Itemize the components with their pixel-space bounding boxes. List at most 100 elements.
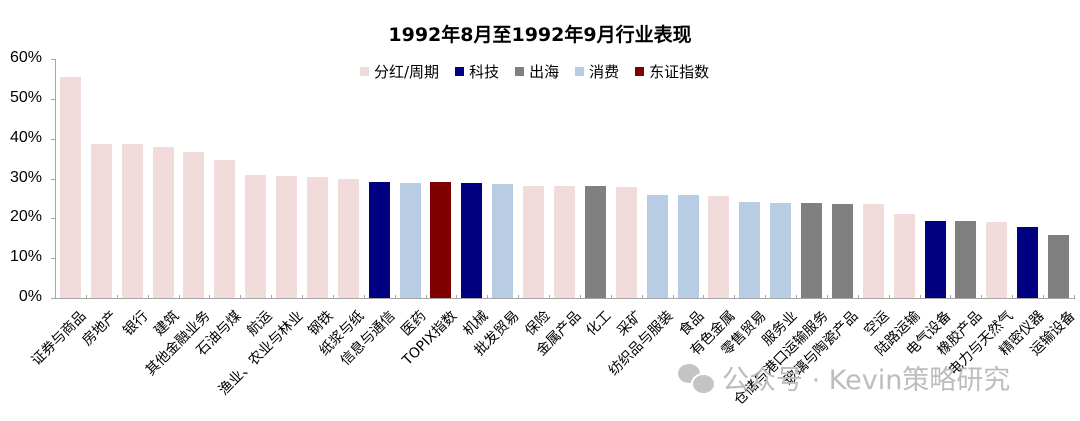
x-tick (116, 295, 118, 299)
wechat-icon (678, 363, 716, 395)
bar (615, 186, 637, 298)
watermark: 公众号 · Kevin策略研究 (678, 358, 1010, 397)
x-tick-label: 房地产 (79, 308, 121, 350)
bar (183, 151, 205, 298)
x-tick (425, 295, 427, 299)
legend-item: 东证指数 (635, 61, 709, 82)
bar (59, 76, 81, 298)
legend-label: 科技 (469, 63, 500, 81)
x-tick (456, 295, 458, 299)
bar (276, 176, 298, 298)
x-tick (610, 295, 612, 299)
chart-title: 1992年8月至1992年9月行业表现 (388, 24, 692, 46)
bar (430, 182, 452, 298)
bar (893, 213, 915, 298)
bar (924, 220, 946, 298)
legend-swatch (455, 67, 465, 76)
bar (1048, 235, 1070, 298)
bar (90, 143, 112, 298)
x-axis (55, 298, 1074, 299)
y-tick-label: 10% (9, 248, 42, 266)
y-tick (51, 178, 55, 180)
bar (554, 186, 575, 298)
x-tick (641, 295, 643, 299)
x-tick (240, 295, 242, 299)
x-tick (950, 295, 952, 299)
bar (214, 159, 236, 298)
x-tick (209, 295, 211, 299)
x-tick (487, 295, 489, 299)
bar (831, 203, 853, 298)
bar (646, 194, 668, 298)
y-tick-label: 0% (18, 288, 42, 305)
bar (492, 184, 514, 298)
x-tick (981, 295, 983, 299)
x-tick (1074, 295, 1075, 299)
x-tick (518, 295, 520, 299)
x-tick (857, 295, 859, 299)
x-tick (1043, 295, 1045, 299)
x-tick (363, 295, 365, 299)
x-tick (672, 295, 674, 299)
bar (152, 147, 174, 298)
y-tick (51, 138, 55, 140)
y-tick (51, 98, 55, 100)
legend-label: 消费 (589, 63, 620, 81)
bar (986, 221, 1008, 298)
legend-swatch (360, 67, 369, 76)
x-tick (178, 295, 180, 299)
bar (121, 144, 143, 298)
y-tick-label: 60% (9, 49, 42, 66)
bar (739, 202, 761, 298)
bar (399, 182, 421, 298)
watermark-text: 公众号 · Kevin策略研究 (722, 365, 1011, 396)
bar (770, 202, 792, 298)
x-tick (796, 295, 798, 299)
x-tick (919, 295, 921, 299)
legend-label: 分红/周期 (374, 63, 440, 81)
legend-swatch (635, 67, 645, 76)
legend-item: 科技 (455, 61, 499, 82)
x-tick (394, 295, 396, 299)
x-tick (765, 295, 767, 299)
y-tick-label: 40% (9, 128, 42, 146)
x-tick-label: 银行 (120, 308, 152, 340)
x-tick (734, 295, 736, 299)
legend-item: 消费 (575, 61, 619, 82)
bar (306, 177, 328, 298)
bar (1017, 227, 1039, 298)
x-tick (271, 295, 273, 299)
x-tick (826, 295, 828, 299)
x-tick (549, 295, 551, 299)
legend-item: 分红/周期 (360, 61, 439, 82)
x-tick (703, 295, 705, 299)
bar (245, 174, 267, 298)
bar (461, 183, 483, 298)
legend-label: 出海 (529, 63, 560, 81)
bar (801, 203, 823, 298)
bar (677, 195, 699, 298)
x-tick (1012, 295, 1014, 299)
x-tick-label: 化工 (583, 308, 615, 340)
legend-label: 东证指数 (649, 63, 710, 81)
y-tick-label: 50% (9, 88, 42, 106)
x-tick (147, 295, 149, 299)
x-tick (888, 295, 890, 299)
x-tick (302, 295, 304, 299)
x-tick (85, 295, 87, 299)
bar (955, 221, 977, 298)
legend-swatch (575, 67, 585, 76)
y-tick (51, 59, 55, 60)
bar (708, 196, 730, 298)
y-tick-label: 30% (9, 168, 42, 186)
y-tick (51, 258, 55, 260)
legend-item: 出海 (515, 61, 559, 82)
y-tick (51, 218, 55, 220)
y-axis (55, 59, 56, 299)
bar (862, 204, 884, 298)
bar (368, 182, 390, 298)
x-tick (579, 295, 581, 299)
chart-legend: 分红/周期 科技 出海 消费 东证指数 (360, 61, 709, 82)
bar (584, 186, 606, 298)
legend-swatch (515, 67, 525, 76)
